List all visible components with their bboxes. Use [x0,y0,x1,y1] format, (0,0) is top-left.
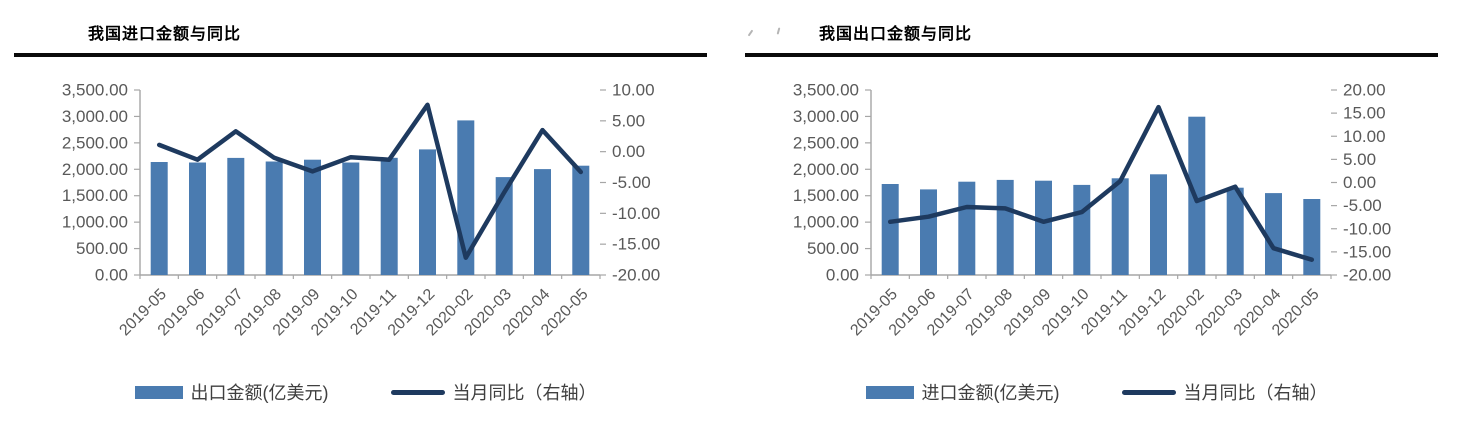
legend-item-bar: 出口金额(亿美元) [134,379,329,405]
left-axis-tick-label: 0.00 [95,266,128,285]
left-axis-tick-label: 2,000.00 [62,160,128,179]
left-axis-tick-label: 1,000.00 [62,213,128,232]
bar-2019-10 [342,162,360,275]
right-axis-tick-label: -5.00 [1343,196,1382,215]
bar-2020-05 [572,165,590,275]
right-axis-tick-label: 0.00 [1343,173,1376,192]
left-axis-tick-label: 500.00 [76,239,128,258]
line-swatch-icon [390,389,445,395]
chart-title: 我国进口金额与同比 [88,26,242,43]
export-chart-plot: 3,500.00 3,000.00 2,500.00 2,000.00 1,500.00… [793,81,1391,340]
legend-line-label: 当月同比（右轴） [452,383,597,403]
bar-2019-09 [304,159,321,275]
left-axis-tick-label: 3,500.00 [793,81,859,100]
legend-bar-label: 进口金额(亿美元) [921,383,1060,403]
right-axis-tick-label: 0.00 [612,142,645,161]
bar-2019-11 [1111,178,1129,275]
right-axis-tick-label: -10.00 [612,204,660,223]
left-axis-tick-label: 0.00 [826,266,859,285]
bar-2020-05 [1303,199,1321,275]
right-axis-tick-label: 5.00 [612,111,645,130]
right-axis-tick-label: 10.00 [1343,127,1386,146]
line-series [156,102,584,260]
left-axis-tick-label: 2,000.00 [793,160,859,179]
import-chart-plot: 3,500.00 3,000.00 2,500.00 2,000.00 1,500.00… [62,81,660,340]
right-axis-tick-label: 15.00 [1343,104,1386,123]
legend: 出口金额(亿美元) 当月同比（右轴） [0,379,731,405]
bar-swatch-icon [134,385,183,399]
right-axis-tick-label: 10.00 [612,81,655,100]
left-axis-tick-label: 500.00 [807,239,859,258]
right-axis-tick-label: -15.00 [1343,242,1391,261]
legend-item-line: 当月同比（右轴） [1121,379,1328,405]
line-swatch-icon [1121,389,1176,395]
bar-swatch-icon [865,385,914,399]
bar-2019-06 [189,162,206,275]
chart-title: 我国出口金额与同比 [819,26,973,43]
left-axis-tick-label: 3,500.00 [62,81,128,100]
bar-2019-08 [265,161,283,275]
bar-2019-06 [920,189,937,275]
left-axis-tick-label: 3,000.00 [62,107,128,126]
right-axis-tick-label: -20.00 [612,266,660,285]
right-axis-tick-label: -5.00 [612,173,651,192]
bar-2019-10 [1073,184,1091,275]
left-axis-tick-label: 1,500.00 [793,186,859,205]
title-underline [14,53,707,57]
bar-2019-05 [881,184,899,275]
right-axis-tick-label: 20.00 [1343,81,1386,100]
right-axis-tick-label: -20.00 [1343,266,1391,285]
legend-item-bar: 进口金额(亿美元) [865,379,1060,405]
legend: 进口金额(亿美元) 当月同比（右轴） [731,379,1462,405]
bar-2019-05 [150,162,168,275]
bar-2020-04 [534,169,551,275]
chart-panel-export: 我国出口金额与同比 3,500.00 3,000.00 2,500.00 2,000.… [731,0,1462,439]
left-axis-tick-label: 2,500.00 [62,133,128,152]
bar-2019-07 [227,157,245,275]
legend-line-label: 当月同比（右轴） [1183,383,1328,403]
right-axis-tick-label: 5.00 [1343,150,1376,169]
bar-2019-11 [380,157,398,275]
bar-2020-04 [1265,193,1282,275]
left-axis-tick-label: 2,500.00 [793,133,859,152]
bar-2020-03 [1226,187,1244,275]
bar-2019-09 [1035,180,1052,275]
left-axis-tick-label: 1,500.00 [62,186,128,205]
line-series [887,104,1315,262]
bar-2019-07 [958,181,976,275]
bar-2019-12 [419,149,436,275]
left-axis-tick-label: 1,000.00 [793,213,859,232]
bar-2019-12 [1150,174,1167,275]
legend-bar-label: 出口金额(亿美元) [190,383,329,403]
bar-2019-08 [996,179,1014,275]
right-axis-tick-label: -10.00 [1343,219,1391,238]
chart-panel-import: 我国进口金额与同比 3,500.00 3,000.00 2,500.00 2,000.… [0,0,731,439]
right-axis-tick-label: -15.00 [612,235,660,254]
left-axis-tick-label: 3,000.00 [793,107,859,126]
title-underline [745,53,1438,57]
legend-item-line: 当月同比（右轴） [390,379,597,405]
